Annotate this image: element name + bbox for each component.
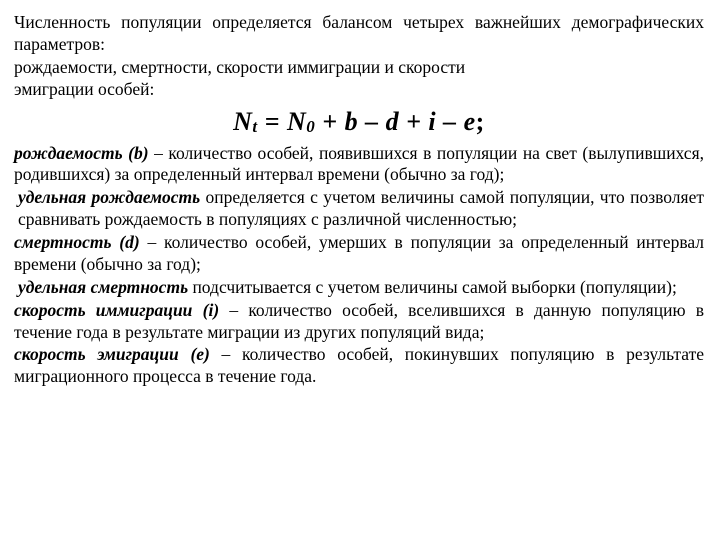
formula-end: ; xyxy=(476,107,485,136)
term-ud: удельная смертность подсчитывается с уче… xyxy=(14,277,704,299)
formula-sub-0: 0 xyxy=(306,117,315,136)
formula-rest: + b – d + i – e xyxy=(315,107,475,136)
intro-paragraph-2: рождаемости, смертности, скорости иммигр… xyxy=(14,57,704,79)
term-ud-text: подсчитывается с учетом величины самой в… xyxy=(188,277,677,297)
formula-sub-t: t xyxy=(252,117,257,136)
term-e-label: скорость эмиграции (e) xyxy=(14,344,210,364)
intro-paragraph-1: Численность популяции определяется балан… xyxy=(14,12,704,56)
formula-eq: = xyxy=(258,107,287,136)
term-i: скорость иммиграции (i) – количество осо… xyxy=(14,300,704,344)
term-i-label: скорость иммиграции (i) xyxy=(14,300,219,320)
term-d: смертность (d) – количество особей, умер… xyxy=(14,232,704,276)
intro-paragraph-3: эмиграции особей: xyxy=(14,79,704,101)
term-ub-label: удельная рождаемость xyxy=(18,187,200,207)
formula-N1: N xyxy=(233,107,252,136)
term-e: скорость эмиграции (e) – количество особ… xyxy=(14,344,704,388)
formula-N2: N xyxy=(287,107,306,136)
term-b: рождаемость (b) – количество особей, поя… xyxy=(14,143,704,187)
term-ub: удельная рождаемость определяется с учет… xyxy=(14,187,704,231)
term-b-label: рождаемость (b) xyxy=(14,143,149,163)
document-page: Численность популяции определяется балан… xyxy=(0,0,720,540)
formula: Nt = N0 + b – d + i – e; xyxy=(14,107,704,137)
term-d-label: смертность (d) xyxy=(14,232,140,252)
term-ud-label: удельная смертность xyxy=(18,277,188,297)
